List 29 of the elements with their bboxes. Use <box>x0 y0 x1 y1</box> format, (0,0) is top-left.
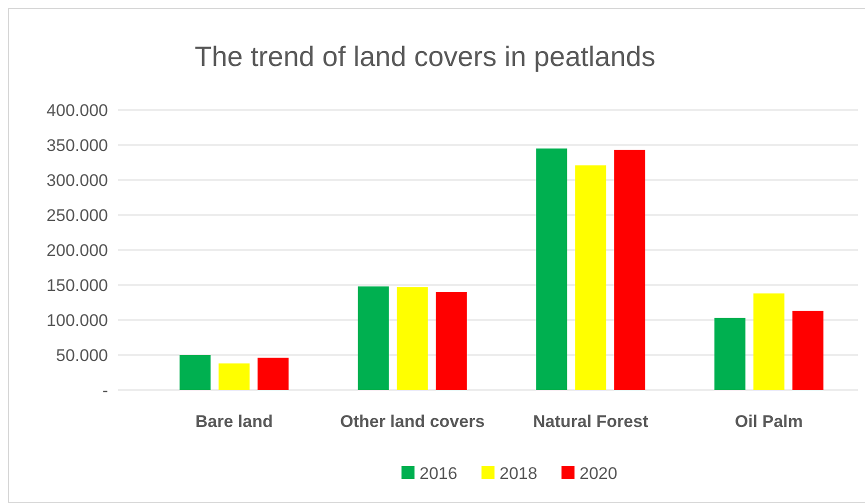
legend-label: 2020 <box>580 464 618 483</box>
x-tick-label: Bare land <box>195 412 273 431</box>
chart-title: The trend of land covers in peatlands <box>194 41 656 72</box>
y-tick-label: 150.000 <box>46 276 108 295</box>
bar <box>396 287 428 390</box>
y-tick-label: - <box>102 380 108 400</box>
bar <box>358 286 389 390</box>
y-tick-label: 250.000 <box>46 206 108 225</box>
bar <box>714 318 746 390</box>
x-tick-label: Other land covers <box>340 412 485 431</box>
y-tick-label: 300.000 <box>46 170 108 190</box>
legend-label: 2018 <box>500 464 538 483</box>
y-tick-label: 200.000 <box>46 240 108 260</box>
legend-label: 2016 <box>420 464 458 483</box>
bar <box>753 293 784 390</box>
bar <box>575 165 606 390</box>
bar <box>792 310 824 390</box>
bar <box>180 355 211 390</box>
y-tick-label: 100.000 <box>46 310 108 330</box>
bar <box>258 358 289 390</box>
bar <box>614 150 646 390</box>
bar <box>436 292 467 390</box>
x-tick-label: Natural Forest <box>533 412 649 431</box>
y-tick-label: 50.000 <box>56 346 108 365</box>
bar <box>536 148 568 390</box>
y-tick-label: 350.000 <box>46 136 108 155</box>
y-tick-label: 400.000 <box>46 100 108 120</box>
bar <box>218 363 250 390</box>
x-tick-label: Oil Palm <box>734 412 803 431</box>
